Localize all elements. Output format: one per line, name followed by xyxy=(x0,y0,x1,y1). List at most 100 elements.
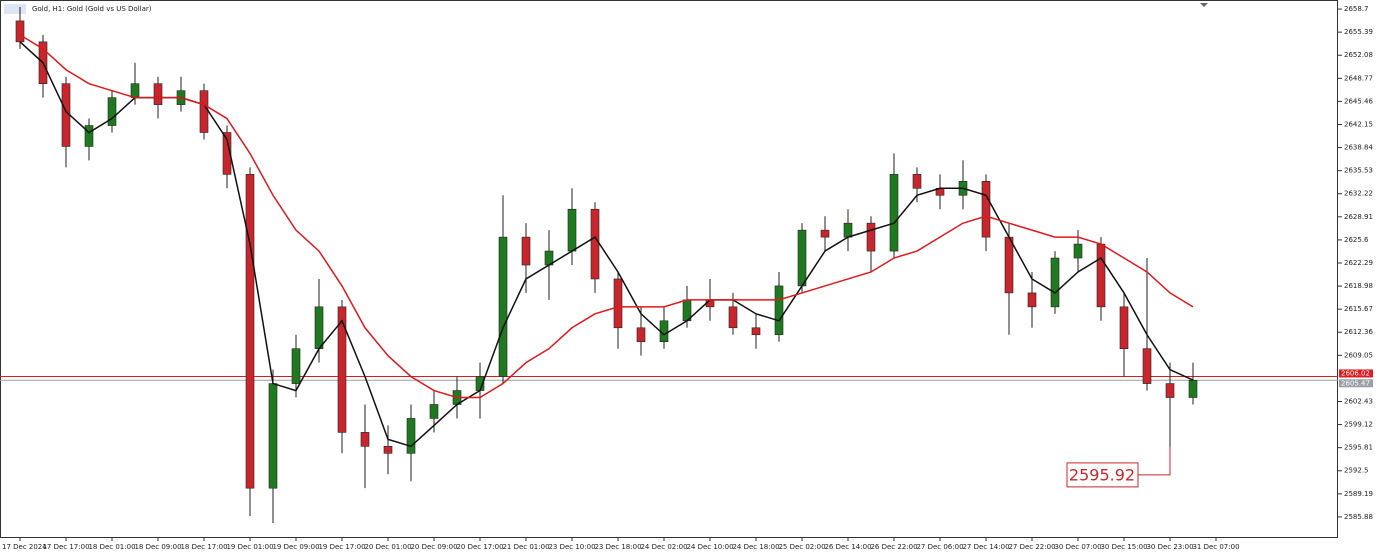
candle-body xyxy=(153,83,163,105)
x-tick-label: 20 Dec 01:00 xyxy=(364,543,411,551)
y-tick-label: 2622.29 xyxy=(1344,259,1373,267)
candle-body xyxy=(866,222,876,252)
candle-body xyxy=(728,306,738,329)
candle-body xyxy=(751,327,761,336)
candle-body xyxy=(245,174,255,489)
x-tick-label: 19 Dec 09:00 xyxy=(272,543,319,551)
plot-frame xyxy=(0,0,1338,538)
x-tick-label: 24 Dec 10:00 xyxy=(686,543,733,551)
y-tick-label: 2585.88 xyxy=(1344,513,1373,521)
x-tick-label: 18 Dec 17:00 xyxy=(180,543,227,551)
candle-body xyxy=(498,236,508,377)
candle-body xyxy=(1073,243,1083,259)
candle-body xyxy=(1027,292,1037,308)
candle-body xyxy=(107,97,117,126)
y-tick-label: 2628.91 xyxy=(1344,213,1373,221)
candle-body xyxy=(843,222,853,238)
x-tick-label: 30 Dec 23:00 xyxy=(1146,543,1193,551)
candle-body xyxy=(567,208,577,252)
price-label: 2605.47 xyxy=(1341,379,1370,387)
x-tick-label: 30 Dec 07:00 xyxy=(1054,543,1101,551)
candle-body xyxy=(84,125,94,147)
x-tick-label: 20 Dec 17:00 xyxy=(456,543,503,551)
y-tick-label: 2612.36 xyxy=(1344,328,1373,336)
x-tick-label: 26 Dec 22:00 xyxy=(870,543,917,551)
candle-body xyxy=(15,20,25,43)
x-tick-label: 25 Dec 02:00 xyxy=(778,543,825,551)
shift-marker xyxy=(1200,3,1208,7)
candle-body xyxy=(268,383,278,489)
moving-average xyxy=(19,41,1194,448)
x-tick-label: 19 Dec 01:00 xyxy=(226,543,273,551)
candle-body xyxy=(429,404,439,419)
candle-body xyxy=(222,132,232,175)
x-tick-label: 26 Dec 14:00 xyxy=(824,543,871,551)
candle-body xyxy=(383,446,393,454)
x-tick-label: 27 Dec 22:00 xyxy=(1008,543,1055,551)
candle-body xyxy=(1142,348,1152,384)
candle-body xyxy=(613,278,623,329)
candle-body xyxy=(889,174,899,252)
candle-body xyxy=(1119,306,1129,350)
y-tick-label: 2592.5 xyxy=(1344,467,1369,475)
candle-body xyxy=(1165,383,1175,398)
candle-body xyxy=(797,229,807,287)
y-tick-label: 2638.84 xyxy=(1344,144,1373,152)
annotation-label: 2595.92 xyxy=(1069,465,1135,484)
price-label: 2606.02 xyxy=(1341,369,1370,377)
y-tick-label: 2602.43 xyxy=(1344,397,1373,405)
x-tick-label: 20 Dec 09:00 xyxy=(410,543,457,551)
x-tick-label: 17 Dec 17:00 xyxy=(42,543,89,551)
candle-body xyxy=(1050,257,1060,308)
moving-average xyxy=(19,34,1194,399)
x-tick-label: 18 Dec 09:00 xyxy=(134,543,181,551)
candle-body xyxy=(1096,243,1106,308)
candle-body xyxy=(360,432,370,447)
candle-body xyxy=(406,418,416,454)
y-tick-label: 2658.7 xyxy=(1344,5,1369,13)
y-tick-label: 2589.19 xyxy=(1344,490,1373,498)
x-tick-label: 19 Dec 17:00 xyxy=(318,543,365,551)
y-tick-label: 2609.05 xyxy=(1344,351,1373,359)
x-tick-label: 21 Dec 01:00 xyxy=(502,543,549,551)
y-tick-label: 2615.67 xyxy=(1344,305,1373,313)
candle-body xyxy=(820,229,830,238)
y-tick-label: 2655.39 xyxy=(1344,28,1373,36)
y-tick-label: 2599.12 xyxy=(1344,421,1373,429)
title-icon xyxy=(4,4,26,14)
price-label-bg xyxy=(1339,369,1373,378)
candle-body xyxy=(636,327,646,343)
x-tick-label: 23 Dec 10:00 xyxy=(548,543,595,551)
candle-body xyxy=(199,90,209,133)
y-tick-label: 2618.98 xyxy=(1344,282,1373,290)
x-tick-label: 24 Dec 18:00 xyxy=(732,543,779,551)
candle-body xyxy=(912,174,922,189)
annotation-box xyxy=(1066,462,1139,488)
y-tick-label: 2652.08 xyxy=(1344,51,1373,59)
x-tick-label: 17 Dec 2024 xyxy=(2,543,47,551)
y-tick-label: 2648.77 xyxy=(1344,74,1373,82)
x-tick-label: 27 Dec 14:00 xyxy=(962,543,1009,551)
x-tick-label: 18 Dec 01:00 xyxy=(88,543,135,551)
chart-title: Gold, H1: Gold (Gold vs US Dollar) xyxy=(32,5,152,13)
y-tick-label: 2635.53 xyxy=(1344,167,1373,175)
y-tick-label: 2625.6 xyxy=(1344,236,1369,244)
y-tick-label: 2645.46 xyxy=(1344,97,1373,105)
candle-body xyxy=(590,208,600,280)
price-label-bg xyxy=(1339,379,1373,388)
y-tick-label: 2595.81 xyxy=(1344,444,1373,452)
x-tick-label: 30 Dec 15:00 xyxy=(1100,543,1147,551)
candle-body xyxy=(1188,379,1198,398)
candle-body xyxy=(521,236,531,266)
x-tick-label: 23 Dec 18:00 xyxy=(594,543,641,551)
y-tick-label: 2632.22 xyxy=(1344,190,1373,198)
annotation-leader xyxy=(1138,446,1171,476)
candle-body xyxy=(1004,236,1014,294)
candle-body xyxy=(314,306,324,350)
candle-body xyxy=(337,306,347,433)
x-tick-label: 27 Dec 06:00 xyxy=(916,543,963,551)
candle-body xyxy=(130,83,140,98)
candle-body xyxy=(774,285,784,336)
y-tick-label: 2642.15 xyxy=(1344,120,1373,128)
